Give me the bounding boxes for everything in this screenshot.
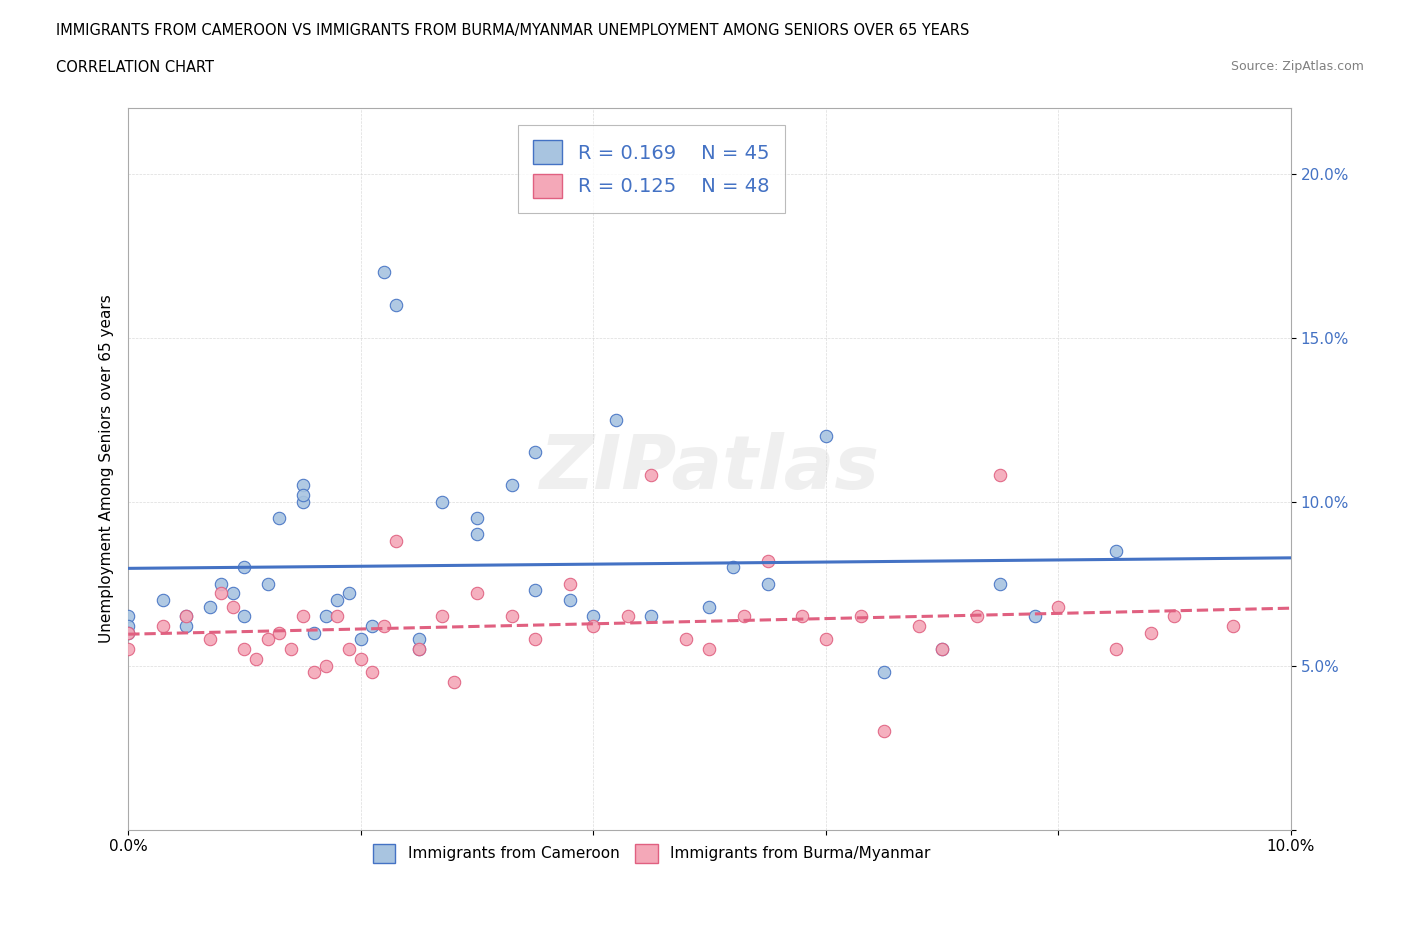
Point [315,658,337,673]
Point [384,534,406,549]
Point [233,642,256,657]
Point [501,609,523,624]
Point [291,494,314,509]
Point [988,577,1011,591]
Point [152,618,174,633]
Point [756,577,779,591]
Point [465,527,488,542]
Point [430,494,453,509]
Point [675,631,697,646]
Point [1105,543,1128,558]
Point [291,609,314,624]
Point [873,724,896,738]
Point [408,631,430,646]
Point [1024,609,1046,624]
Point [384,298,406,312]
Point [582,618,605,633]
Point [176,609,198,624]
Point [558,592,581,607]
Point [326,592,349,607]
Point [907,618,929,633]
Point [501,478,523,493]
Point [176,609,198,624]
Point [733,609,755,624]
Point [245,652,267,667]
Point [233,560,256,575]
Point [233,609,256,624]
Point [792,609,814,624]
Text: IMMIGRANTS FROM CAMEROON VS IMMIGRANTS FROM BURMA/MYANMAR UNEMPLOYMENT AMONG SEN: IMMIGRANTS FROM CAMEROON VS IMMIGRANTS F… [56,23,970,38]
Text: Source: ZipAtlas.com: Source: ZipAtlas.com [1230,60,1364,73]
Point [256,577,278,591]
Point [640,609,662,624]
Point [256,631,278,646]
Point [558,577,581,591]
Point [337,642,360,657]
Point [373,618,395,633]
Point [465,586,488,601]
Point [605,412,627,427]
Point [699,642,721,657]
Point [117,625,139,640]
Point [291,487,314,502]
Point [582,609,605,624]
Point [117,609,139,624]
Point [1222,618,1244,633]
Point [408,642,430,657]
Point [1140,625,1163,640]
Point [931,642,953,657]
Point [814,429,837,444]
Point [873,665,896,680]
Point [315,609,337,624]
Point [988,468,1011,483]
Point [1105,642,1128,657]
Point [699,599,721,614]
Point [361,665,384,680]
Point [524,445,547,459]
Point [1163,609,1185,624]
Point [524,583,547,598]
Point [337,586,360,601]
Point [617,609,640,624]
Point [524,631,547,646]
Point [966,609,988,624]
Point [209,577,232,591]
Point [222,599,245,614]
Point [465,511,488,525]
Point [849,609,872,624]
Point [117,642,139,657]
Point [152,592,174,607]
Point [304,625,326,640]
Point [280,642,302,657]
Point [198,631,221,646]
Point [408,642,430,657]
Point [1047,599,1070,614]
Point [350,631,373,646]
Point [430,609,453,624]
Point [269,511,291,525]
Point [269,625,291,640]
Text: ZIPatlas: ZIPatlas [540,432,880,505]
Point [198,599,221,614]
Legend: Immigrants from Cameroon, Immigrants from Burma/Myanmar: Immigrants from Cameroon, Immigrants fro… [367,838,936,869]
Point [304,665,326,680]
Text: CORRELATION CHART: CORRELATION CHART [56,60,214,75]
Point [721,560,744,575]
Point [117,625,139,640]
Point [814,631,837,646]
Point [326,609,349,624]
Y-axis label: Unemployment Among Seniors over 65 years: Unemployment Among Seniors over 65 years [100,295,114,644]
Point [443,674,465,689]
Point [222,586,245,601]
Point [756,553,779,568]
Point [117,618,139,633]
Point [373,264,395,279]
Point [361,618,384,633]
Point [931,642,953,657]
Point [350,652,373,667]
Point [291,478,314,493]
Point [209,586,232,601]
Point [176,618,198,633]
Point [640,468,662,483]
